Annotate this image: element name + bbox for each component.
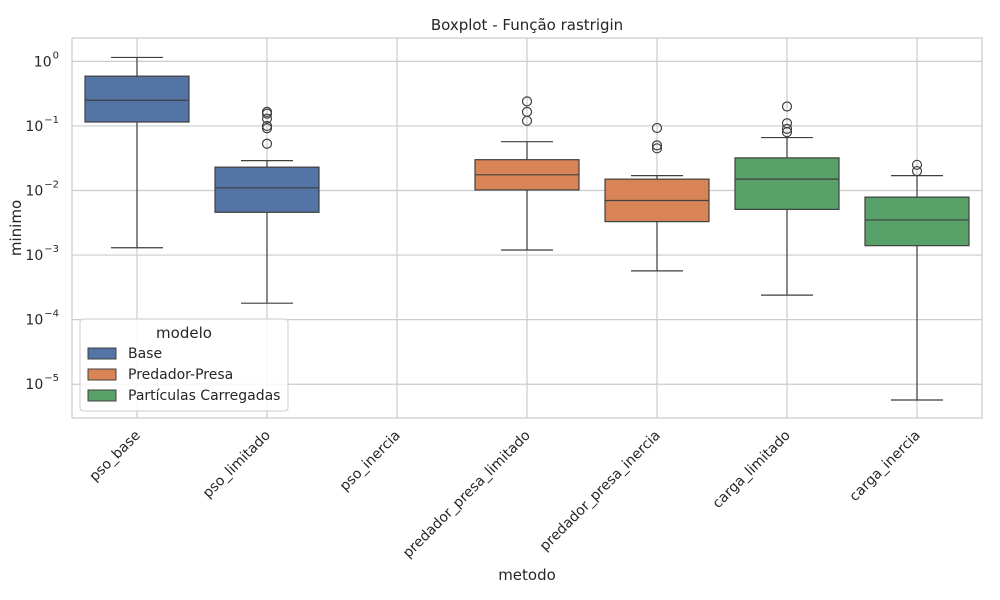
legend-entry-base: Base <box>87 346 162 362</box>
x-tick-label-pso-base: pso_base <box>86 428 143 485</box>
box-pso-limitado <box>214 106 320 304</box>
outlier-point <box>261 120 273 132</box>
x-tick-label-pso-limitado: pso_limitado <box>200 428 274 502</box>
outlier-point <box>261 138 273 149</box>
legend-frame <box>79 318 289 412</box>
y-axis-label: minimo <box>7 200 25 256</box>
outlier-point <box>781 123 793 134</box>
x-tick-label-pso-inercia: pso_inercia <box>337 428 404 495</box>
legend-label-particulas-carregadas: Partículas Carregadas <box>128 388 280 404</box>
x-tick-label-carga-limitado: carga_limitado <box>710 428 794 512</box>
y-ticks: 100 10−1 10−2 10−3 10−4 10−5 <box>25 50 59 393</box>
outlier-point <box>521 96 533 107</box>
plot-frame <box>71 37 983 419</box>
legend-label-predador-presa: Predador-Presa <box>128 367 233 383</box>
outlier-point <box>651 122 663 134</box>
box-predador-presa-limitado <box>474 96 580 251</box>
outlier-point <box>521 106 533 117</box>
box-iqr <box>864 196 970 247</box>
outlier-point <box>261 106 273 117</box>
y-tick-label: 100 <box>34 50 59 70</box>
x-tick-label-predador-presa-limitado: predador_presa_limitado <box>400 428 534 562</box>
box-carga-inercia <box>864 159 970 401</box>
y-tick-label: 10−1 <box>25 115 59 135</box>
outlier-point <box>781 101 793 112</box>
legend-title: modelo <box>156 324 212 342</box>
y-tick-label: 10−4 <box>25 309 59 329</box>
y-tick-label: 10−2 <box>25 180 59 200</box>
legend-swatch-predador-presa <box>87 368 117 381</box>
outlier-point <box>651 140 663 151</box>
y-tick-label: 10−3 <box>25 244 59 264</box>
legend-label-base: Base <box>128 346 162 362</box>
y-tick-label: 10−5 <box>25 373 59 393</box>
legend-entry-predador-presa: Predador-Presa <box>87 367 233 383</box>
chart-title: Boxplot - Função rastrigin <box>431 16 623 34</box>
x-ticks: pso_base pso_limitado pso_inerciapredador_… <box>86 428 923 562</box>
box-pso-base <box>84 56 190 249</box>
box-iqr <box>84 75 190 123</box>
box-iqr <box>734 157 840 210</box>
box-iqr <box>214 166 320 213</box>
x-tick-label-carga-inercia: carga_inercia <box>847 428 924 505</box>
x-tick-label-predador-presa-inercia: predador_presa_inercia <box>537 428 664 555</box>
outlier-point <box>651 143 663 154</box>
outlier-point <box>911 159 923 170</box>
outlier-point <box>911 165 923 177</box>
legend-swatch-particulas-carregadas <box>87 389 117 402</box>
box-carga-limitado <box>734 101 840 296</box>
legend-entry-particulas-carregadas: Partículas Carregadas <box>87 388 280 404</box>
legend-swatch-base <box>87 347 117 360</box>
legend: modelo Base Predador-Presa Partículas Ca… <box>79 318 289 412</box>
outlier-point <box>261 113 273 124</box>
box-predador-presa-inercia <box>604 122 710 272</box>
outlier-point <box>781 118 793 129</box>
x-axis-label: metodo <box>498 566 556 584</box>
boxes <box>84 56 970 401</box>
